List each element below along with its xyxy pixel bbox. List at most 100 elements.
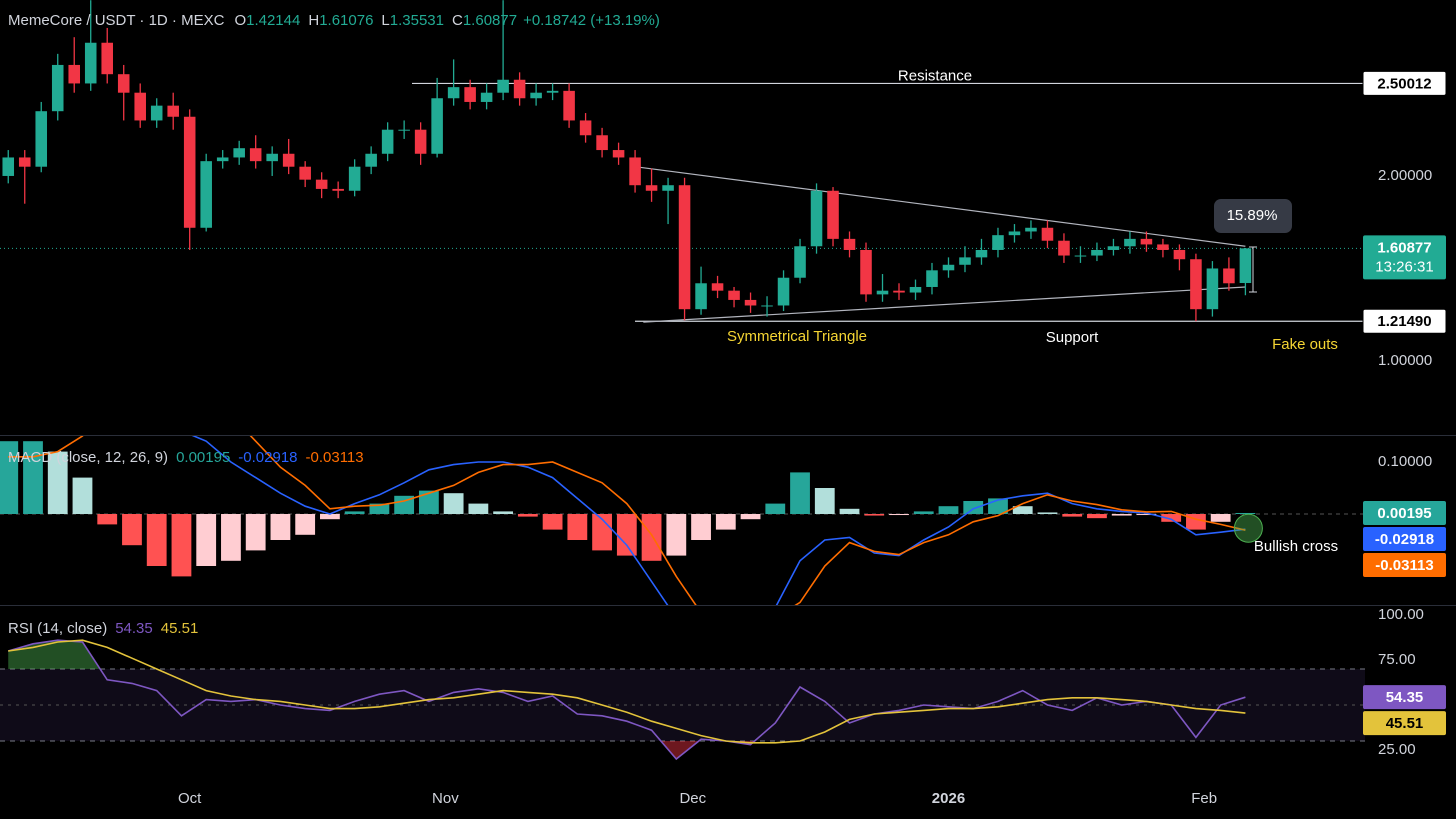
candle-body	[744, 299, 757, 306]
candle-body	[101, 42, 113, 75]
candle-body	[464, 87, 476, 102]
candle-body	[398, 129, 410, 131]
candle-body	[513, 79, 526, 99]
histogram-bar	[468, 503, 489, 514]
value-label-box	[1363, 500, 1446, 525]
y-tick-label: 2.00000	[1378, 167, 1432, 184]
histogram-bar	[1037, 512, 1058, 514]
legend-value: -0.03113	[306, 449, 364, 466]
candle-body	[728, 290, 740, 300]
histogram-bar	[814, 488, 835, 514]
candle-body	[860, 249, 872, 295]
histogram-bar	[1235, 512, 1256, 514]
value-label-box	[1363, 526, 1446, 551]
level-value: 1.21490	[1377, 313, 1431, 330]
candle-body	[1223, 268, 1235, 284]
histogram-bar	[963, 501, 984, 514]
candle-body	[926, 270, 938, 287]
ohlc-label: O	[234, 12, 246, 29]
histogram-bar	[938, 506, 959, 514]
candle-body	[167, 105, 179, 117]
histogram-bar	[765, 503, 786, 514]
candle-body	[381, 129, 394, 154]
histogram-bar	[839, 508, 860, 514]
candle-body	[761, 305, 773, 307]
histogram-bar	[517, 514, 538, 517]
candle-body	[51, 64, 64, 112]
candle-body	[332, 188, 344, 191]
value-label: -0.03113	[1375, 557, 1433, 574]
candle-body	[992, 235, 1004, 250]
candle-body	[1173, 249, 1186, 260]
histogram-bar	[0, 441, 19, 514]
candle-body	[810, 190, 823, 247]
histogram-bar	[666, 514, 687, 556]
indicator-title: RSI (14, close)	[8, 620, 107, 637]
last-price-box	[1363, 235, 1446, 280]
histogram-bar	[122, 514, 142, 546]
legend-header: MemeCore / USDT · 1D · MEXC O1.42144 H1.61…	[8, 12, 660, 29]
y-tick-label: 100.00	[1378, 606, 1424, 623]
histogram-bar	[1062, 514, 1083, 517]
level-value: 2.50012	[1377, 75, 1431, 92]
histogram-bar	[369, 503, 390, 514]
histogram-bar	[542, 514, 563, 530]
annotation: Fake outs	[1272, 336, 1338, 353]
x-tick-label: Dec	[679, 790, 706, 807]
candle-body	[629, 157, 641, 186]
candle-body	[1157, 244, 1169, 250]
x-tick-label: 2026	[932, 790, 965, 807]
candle-body	[266, 153, 278, 162]
histogram-bar	[889, 514, 909, 516]
candle-body	[1140, 238, 1153, 245]
histogram-bar	[616, 514, 637, 556]
candle-body	[431, 98, 443, 154]
candle-body	[1190, 259, 1202, 310]
ohlc-label: H	[308, 12, 319, 29]
candle-body	[1107, 246, 1120, 250]
candle-body	[1091, 249, 1103, 256]
price-pane	[0, 0, 1365, 323]
candle-body	[1239, 248, 1252, 284]
histogram-bar	[418, 490, 439, 514]
histogram-bar	[245, 514, 266, 551]
value-label-box	[1363, 552, 1446, 577]
candle-body	[1058, 240, 1070, 256]
countdown: 13:26:31	[1375, 258, 1433, 275]
candle-body	[942, 264, 955, 271]
candle-body	[777, 277, 790, 306]
value-label: -0.02918	[1375, 531, 1434, 548]
annotation: Symmetrical Triangle	[727, 328, 867, 345]
histogram-bar	[97, 514, 118, 525]
annotation: 15.89%	[1227, 207, 1278, 224]
candle-body	[1008, 231, 1021, 236]
y-tick-label: 0.10000	[1378, 453, 1432, 470]
histogram-bar	[1087, 514, 1107, 519]
ohlc-value: 1.42144	[246, 12, 300, 29]
candle-body	[959, 257, 971, 265]
value-label-box	[1363, 711, 1446, 736]
histogram-bar	[1210, 514, 1231, 522]
candle-body	[282, 153, 295, 167]
candle-body	[612, 150, 625, 158]
ohlc-label: L	[381, 12, 389, 29]
x-tick-label: Feb	[1191, 790, 1217, 807]
ohlc-value: 1.60877	[463, 12, 517, 29]
candle-body	[348, 166, 361, 191]
histogram-bar	[221, 514, 241, 561]
candle-body	[150, 105, 163, 121]
candle-body	[909, 286, 922, 293]
histogram-bar	[1161, 514, 1182, 522]
histogram-bar	[567, 514, 588, 540]
histogram-bar	[592, 514, 612, 551]
candle-body	[117, 74, 130, 93]
candle-body	[68, 64, 81, 84]
trendline	[643, 286, 1246, 323]
macd-pane	[0, 436, 1365, 605]
value-label: 45.51	[1386, 715, 1424, 732]
histogram-bar	[493, 511, 514, 514]
candle-body	[579, 120, 592, 136]
histogram-bar	[790, 472, 810, 514]
